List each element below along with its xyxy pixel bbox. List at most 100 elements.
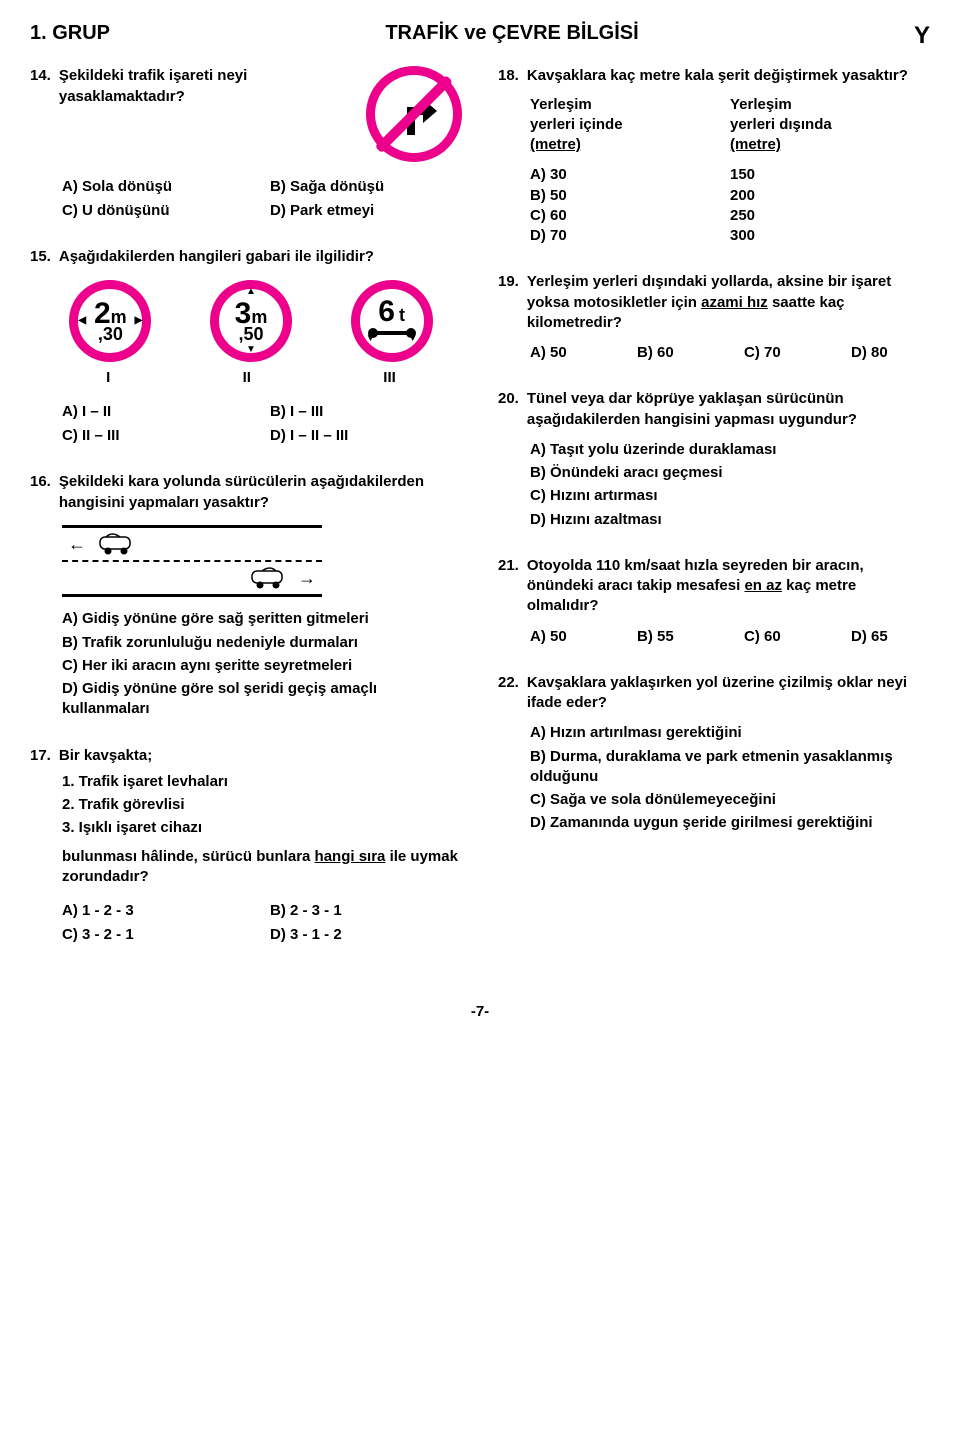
q21-option-b: B) 55 — [637, 627, 716, 647]
right-column: 18. Kavşaklara kaç metre kala şerit deği… — [498, 66, 930, 971]
q19-option-b: B) 60 — [637, 343, 716, 363]
question-19: 19. Yerleşim yerleri dışındaki yollarda,… — [498, 272, 930, 363]
q22-option-a: A) Hızın artırılması gerektiğini — [530, 723, 930, 743]
q15-text: Aşağıdakilerden hangileri gabari ile ilg… — [59, 247, 462, 267]
prohibition-slash — [375, 75, 454, 154]
q17-number: 17. — [30, 746, 51, 766]
q21-option-a: A) 50 — [530, 627, 609, 647]
question-21: 21. Otoyolda 110 km/saat hızla seyreden … — [498, 556, 930, 647]
question-17: 17. Bir kavşakta; 1. Trafik işaret levha… — [30, 746, 462, 946]
q17-option-d: D) 3 - 1 - 2 — [270, 925, 462, 945]
content-columns: 14. Şekildeki trafik işareti neyi yasakl… — [30, 66, 930, 971]
q18-r1b: 150 — [730, 165, 930, 185]
q19-option-d: D) 80 — [851, 343, 930, 363]
page-footer: -7- — [30, 1002, 930, 1022]
car-left-icon — [94, 533, 138, 555]
q18-r3b: 250 — [730, 206, 930, 226]
q18-r3a: C) 60 — [530, 206, 730, 226]
q21-option-c: C) 60 — [744, 627, 823, 647]
q20-number: 20. — [498, 389, 519, 409]
question-22: 22. Kavşaklara yaklaşırken yol üzerine ç… — [498, 673, 930, 834]
road-diagram: ← → — [62, 525, 322, 598]
question-15: 15. Aşağıdakilerden hangileri gabari ile… — [30, 247, 462, 446]
left-arrow-icon: ◀ — [78, 316, 86, 326]
sign1-sub: ,30 — [98, 325, 123, 343]
q15-number: 15. — [30, 247, 51, 267]
sign1-unit: m — [111, 308, 127, 326]
q20-text: Tünel veya dar köprüye yaklaşan sürücünü… — [527, 389, 930, 430]
question-20: 20. Tünel veya dar köprüye yaklaşan sürü… — [498, 389, 930, 530]
q18-r4a: D) 70 — [530, 226, 730, 246]
q14-number: 14. — [30, 66, 51, 86]
axle-weight-sign: 6 t ▼▼ — [351, 280, 433, 362]
q14-option-c: C) U dönüşünü — [62, 201, 254, 221]
q16-option-c: C) Her iki aracın aynı şeritte seyretmel… — [62, 656, 462, 676]
header-center: TRAFİK ve ÇEVRE BİLGİSİ — [385, 20, 638, 52]
q16-option-a: A) Gidiş yönüne göre sağ şeritten gitmel… — [62, 609, 462, 629]
q18-headers: Yerleşim yerleri içinde (metre) Yerleşim… — [530, 95, 930, 156]
width-limit-sign: ◀ ▶ 2 m ,30 — [69, 280, 151, 362]
page-header: 1. GRUP TRAFİK ve ÇEVRE BİLGİSİ Y — [30, 20, 930, 52]
q14-option-a: A) Sola dönüşü — [62, 177, 254, 197]
q15-option-c: C) II – III — [62, 426, 254, 446]
q18-r2a: B) 50 — [530, 186, 730, 206]
q18-options: A) 30150 B) 50200 C) 60250 D) 70300 — [530, 165, 930, 246]
sign-label-2: II — [243, 368, 251, 388]
q19-number: 19. — [498, 272, 519, 292]
question-18: 18. Kavşaklara kaç metre kala şerit deği… — [498, 66, 930, 246]
q17-option-b: B) 2 - 3 - 1 — [270, 901, 462, 921]
q18-header-right: Yerleşim yerleri dışında (metre) — [730, 95, 930, 156]
sign2-sub: ,50 — [238, 325, 263, 343]
sign3-main: 6 — [378, 297, 395, 327]
no-right-turn-sign — [366, 66, 462, 162]
q14-sign-wrapper — [366, 66, 462, 162]
q17-option-c: C) 3 - 2 - 1 — [62, 925, 254, 945]
q18-r1a: A) 30 — [530, 165, 730, 185]
q17-text: Bir kavşakta; — [59, 746, 462, 766]
q21-number: 21. — [498, 556, 519, 576]
sign-label-1: I — [106, 368, 110, 388]
header-right: Y — [914, 20, 930, 52]
q16-option-b: B) Trafik zorunluluğu nedeniyle durmalar… — [62, 633, 462, 653]
q21-text: Otoyolda 110 km/saat hızla seyreden bir … — [527, 556, 930, 617]
header-left: 1. GRUP — [30, 20, 110, 52]
q17-list-3: 3. Işıklı işaret cihazı — [62, 818, 462, 838]
left-column: 14. Şekildeki trafik işareti neyi yasakl… — [30, 66, 462, 971]
question-14: 14. Şekildeki trafik işareti neyi yasakl… — [30, 66, 462, 221]
left-arrow-icon: ← — [68, 532, 86, 556]
axle-icon — [372, 331, 412, 335]
q20-option-a: A) Taşıt yolu üzerinde duraklaması — [530, 440, 930, 460]
q18-header-left: Yerleşim yerleri içinde (metre) — [530, 95, 730, 156]
sign-label-3: III — [383, 368, 396, 388]
q19-option-a: A) 50 — [530, 343, 609, 363]
q19-option-c: C) 70 — [744, 343, 823, 363]
q22-option-b: B) Durma, duraklama ve park etmenin yasa… — [530, 747, 930, 788]
q16-option-d: D) Gidiş yönüne göre sol şeridi geçiş am… — [62, 679, 462, 720]
q14-text: Şekildeki trafik işareti neyi yasaklamak… — [59, 66, 356, 107]
q22-option-d: D) Zamanında uygun şeride girilmesi gere… — [530, 813, 930, 833]
q18-r4b: 300 — [730, 226, 930, 246]
q15-sign-labels: I II III — [40, 368, 462, 388]
q18-number: 18. — [498, 66, 519, 86]
q22-number: 22. — [498, 673, 519, 693]
q14-option-b: B) Sağa dönüşü — [270, 177, 462, 197]
sign3-unit: t — [399, 306, 405, 324]
q14-option-d: D) Park etmeyi — [270, 201, 462, 221]
up-arrow-icon: ▲ — [246, 287, 256, 297]
q17-option-a: A) 1 - 2 - 3 — [62, 901, 254, 921]
q17-list-2: 2. Trafik görevlisi — [62, 795, 462, 815]
q19-text: Yerleşim yerleri dışındaki yollarda, aks… — [527, 272, 930, 333]
q15-option-b: B) I – III — [270, 402, 462, 422]
q20-option-d: D) Hızını azaltması — [530, 510, 930, 530]
q15-option-a: A) I – II — [62, 402, 254, 422]
q20-option-c: C) Hızını artırması — [530, 486, 930, 506]
q16-text: Şekildeki kara yolunda sürücülerin aşağı… — [59, 472, 462, 513]
q18-r2b: 200 — [730, 186, 930, 206]
sign2-unit: m — [251, 308, 267, 326]
question-16: 16. Şekildeki kara yolunda sürücülerin a… — [30, 472, 462, 719]
q22-option-c: C) Sağa ve sola dönülemeyeceğini — [530, 790, 930, 810]
right-arrow-icon: → — [298, 566, 316, 590]
car-right-icon — [246, 567, 290, 589]
q18-text: Kavşaklara kaç metre kala şerit değiştir… — [527, 66, 930, 86]
q17-subtext: bulunması hâlinde, sürücü bunlara hangi … — [62, 847, 462, 888]
